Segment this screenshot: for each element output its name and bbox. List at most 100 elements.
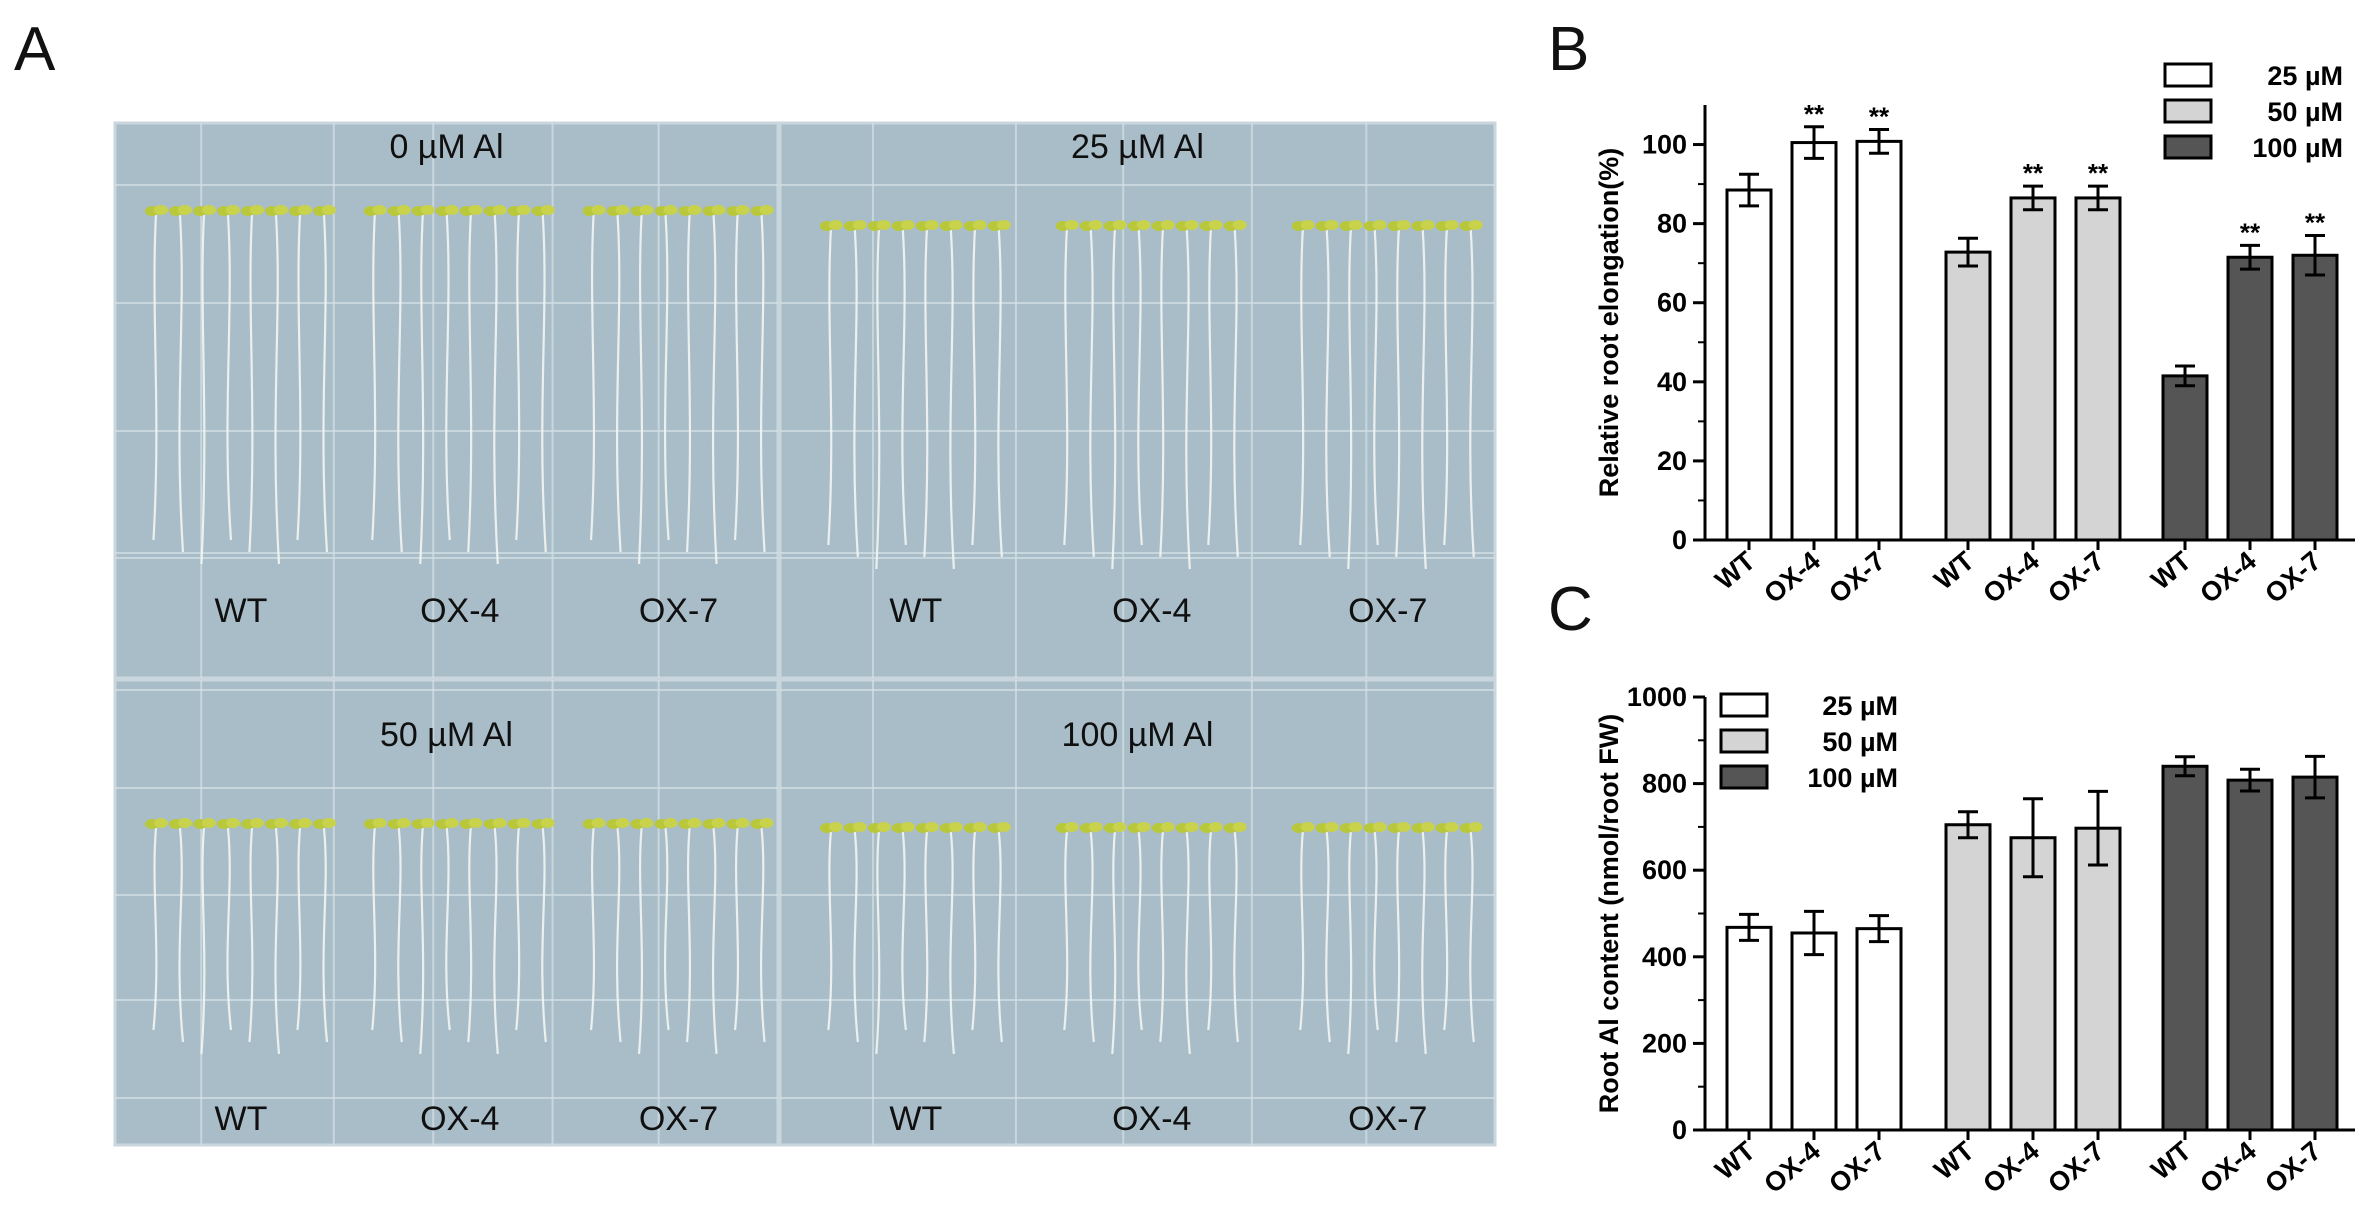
seedling-cotyledon [372, 205, 387, 215]
seedling-root [397, 827, 403, 1043]
bar [1790, 931, 1838, 1132]
seedling-cotyledon [516, 205, 531, 215]
seedling-cotyledon [540, 818, 555, 828]
significance-label: ** [1869, 102, 1890, 132]
seedling-root [1185, 831, 1191, 1055]
seedling-root [663, 827, 670, 1031]
x-tick-label: OX-4 [1758, 1136, 1826, 1199]
plate-condition-label: 0 µM Al [389, 128, 503, 166]
seedling-root [875, 229, 881, 570]
seedling-root [419, 827, 425, 1055]
seedling-root [419, 214, 425, 565]
y-tick-label: 80 [1657, 209, 1687, 239]
seedling-root [178, 827, 185, 1043]
seedling-cotyledon [948, 220, 963, 230]
seedling-root [1421, 229, 1427, 570]
legend-swatch [2163, 134, 2213, 160]
legend-label: 100 µM [1807, 763, 1898, 793]
seedling-root [1137, 229, 1143, 546]
seedling-root [949, 831, 955, 1055]
seedling-root [1159, 229, 1165, 558]
genotype-label: WT [889, 592, 942, 630]
seedling-root [226, 214, 233, 541]
seedling-root [589, 214, 596, 541]
bar [2226, 778, 2274, 1132]
seedling-root [827, 229, 833, 546]
bar [2161, 764, 2209, 1132]
genotype-label: OX-4 [420, 1100, 499, 1138]
seedling-cotyledon [1348, 220, 1363, 230]
seedling-root [997, 229, 1003, 558]
y-tick-label: 100 [1642, 130, 1687, 160]
seedling-root [1469, 229, 1475, 558]
seedling-cotyledon [948, 822, 963, 832]
legend-swatch [1719, 764, 1769, 790]
seedling-cotyledon [201, 818, 216, 828]
bar [2291, 253, 2339, 542]
seedling-root [226, 827, 233, 1031]
plate [778, 121, 1497, 680]
y-tick-label: 400 [1642, 942, 1687, 972]
y-tick-label: 1000 [1627, 682, 1687, 712]
x-tick-label: WT [2145, 1135, 2197, 1185]
seedling-cotyledon [1300, 822, 1315, 832]
seedling-root [637, 214, 644, 565]
genotype-label: OX-4 [1112, 592, 1191, 630]
bar [2226, 255, 2274, 542]
seedling-cotyledon [663, 818, 678, 828]
seedling-root [248, 827, 254, 1043]
genotype-label: OX-4 [420, 592, 499, 630]
seedling-root [322, 214, 329, 553]
bar [1855, 927, 1903, 1132]
seedling-root [1233, 831, 1239, 1043]
bar [1725, 925, 1773, 1132]
seedling-cotyledon [1324, 220, 1339, 230]
seedling-root [200, 214, 206, 565]
significance-label: ** [2240, 217, 2261, 247]
legend-label: 50 µM [2267, 97, 2343, 127]
genotype-label: WT [889, 1100, 942, 1138]
seedling-cotyledon [540, 205, 555, 215]
seedling-root [445, 214, 451, 541]
seedling-root [733, 827, 740, 1031]
seedling-root [711, 827, 718, 1055]
bar [1855, 139, 1903, 542]
plate-condition-label: 50 µM Al [380, 716, 513, 754]
seedling-root [637, 827, 644, 1055]
seedling-root [1325, 831, 1331, 1043]
seedling-cotyledon [852, 822, 867, 832]
x-tick-label: OX-7 [2042, 546, 2110, 609]
seedling-root [711, 214, 718, 565]
seedling-cotyledon [1160, 220, 1175, 230]
x-tick-label: WT [1709, 545, 1761, 595]
seedling-cotyledon [1348, 822, 1363, 832]
seedling-root [875, 831, 881, 1055]
x-tick-label: OX-7 [2259, 546, 2327, 609]
seedling-root [515, 214, 521, 541]
seedling-root [615, 827, 622, 1043]
seedling-root [467, 827, 473, 1043]
plate-photo: 0 µM Al WT OX-4 OX-7 25 µM Al WT OX-4 OX-7 50 µM… [113, 121, 1497, 1147]
y-tick-label: 20 [1657, 446, 1687, 476]
genotype-label: OX-4 [1112, 1100, 1191, 1138]
chart-b: 0 20 40 60 80 100 Relative root elongation(%) W… [1594, 61, 2355, 609]
bar [2009, 836, 2057, 1132]
x-tick-label: OX-7 [1823, 546, 1891, 609]
seedling-root [589, 827, 596, 1031]
seedling-cotyledon [177, 818, 192, 828]
seedling-cotyledon [1444, 822, 1459, 832]
seedling-cotyledon [201, 205, 216, 215]
seedling-root [1421, 831, 1427, 1055]
y-tick-label: 800 [1642, 769, 1687, 799]
seedling-cotyledon [225, 205, 240, 215]
significance-label: ** [2305, 208, 2326, 238]
seedling-cotyledon [1420, 220, 1435, 230]
seedling-root [759, 827, 766, 1043]
seedling-cotyledon [924, 220, 939, 230]
seedling-root [685, 827, 692, 1043]
seedling-root [733, 214, 740, 541]
y-tick-label: 0 [1672, 525, 1687, 555]
seedling-cotyledon [711, 205, 726, 215]
bar [1944, 250, 1992, 542]
seedling-cotyledon [972, 220, 987, 230]
